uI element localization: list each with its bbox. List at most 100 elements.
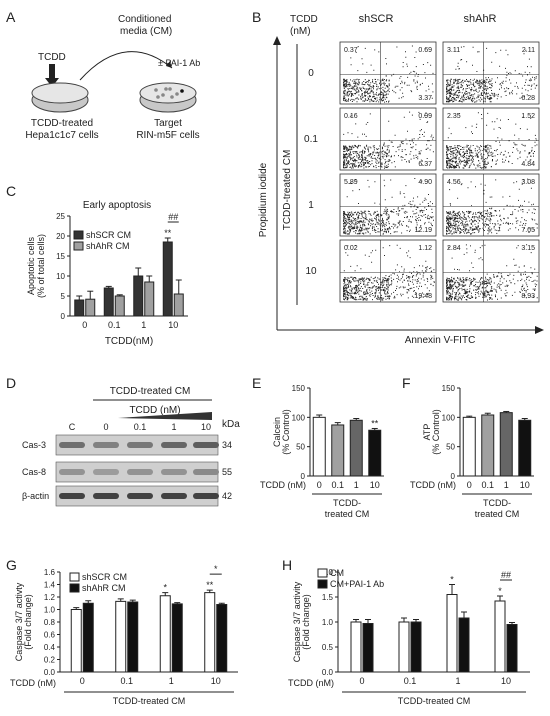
y-tick-label: 0.8	[44, 618, 56, 627]
bar	[103, 287, 114, 317]
quadrant-ur-value: 0.99	[418, 113, 432, 120]
panel-g: G 0.0 0.2 0.4 0.6 0.8 1.0 1.2 1.4 1.6 Caspase 3/7…	[6, 557, 238, 706]
y-axis-label-sub: (% of total cells)	[36, 234, 46, 298]
bar	[462, 416, 476, 477]
flow-plot-frame	[442, 239, 540, 303]
flow-events	[446, 244, 538, 301]
x-tick-label: 0	[82, 320, 87, 330]
y-axis-label: Calcein	[272, 417, 282, 447]
quadrant-ur-value: 3.08	[521, 179, 535, 186]
blot-band	[127, 493, 153, 499]
bar	[74, 299, 85, 317]
bar	[173, 293, 184, 317]
source-dish-top	[31, 82, 89, 104]
significance-mark: ##	[501, 570, 511, 580]
y-tick-label: 1.4	[44, 581, 56, 590]
bar	[115, 600, 127, 673]
quadrant-lr-value: 4.84	[521, 161, 535, 168]
quadrant-ur-value: 2.11	[522, 47, 535, 54]
y-tick-label: 0	[301, 472, 306, 481]
tcdd-axis-label: TCDD (nM)	[288, 678, 334, 688]
bar	[127, 601, 139, 673]
target-cells	[154, 87, 184, 99]
y-tick-label: 0	[451, 472, 456, 481]
y-tick-label: 0.0	[44, 668, 56, 677]
legend-label: shSCR CM	[86, 230, 131, 240]
y-tick-label: 1.5	[322, 593, 334, 602]
bar	[362, 623, 374, 673]
treated-label-2: treated CM	[475, 509, 520, 519]
y-tick-label: 1.6	[44, 568, 56, 577]
panel-letter-b: B	[252, 9, 261, 25]
x-tick-label: 1	[504, 480, 509, 490]
x-tick-label: 0	[467, 480, 472, 490]
blot-band	[59, 493, 85, 499]
western-header: TCDD-treated CM	[110, 386, 191, 397]
tcdd-header-1: TCDD	[290, 14, 318, 25]
y-tick-label: 0.5	[322, 643, 334, 652]
band-name: Cas-8	[22, 467, 46, 477]
dose-row-label: 10	[305, 266, 317, 277]
x-tick-label: 0.1	[481, 480, 494, 490]
significance-mark: *	[214, 564, 218, 574]
flow-plot-grid: 0 0.37 0.69 3.37 3.11 2.11 6.28 0.1 0.16 0.99 6.37…	[304, 41, 540, 303]
legend-swatch	[69, 572, 80, 582]
y-axis-label: ATP	[422, 424, 432, 441]
tcdd-label-a: TCDD	[38, 52, 66, 63]
significance-mark: **	[206, 580, 214, 590]
x-tick-label: 0	[317, 480, 322, 490]
bar	[368, 429, 382, 477]
treated-label-2: treated CM	[325, 509, 370, 519]
blot-band	[59, 442, 85, 448]
bar	[144, 281, 155, 317]
panel-e: E 0 50 100 150 Calcein (% Control) 0 0.1 1 10 ** TC…	[252, 375, 384, 519]
y-tick-label: 150	[292, 384, 306, 393]
y-tick-label: 1.0	[322, 618, 334, 627]
x-tick-label: 10	[211, 676, 221, 686]
legend-label: CM	[330, 568, 344, 578]
quadrant-lr-value: 3.37	[418, 95, 432, 102]
lane-label: 0.1	[134, 422, 147, 432]
quadrant-lr-value: 8.93	[521, 293, 535, 300]
blot-band	[93, 442, 119, 448]
bar	[458, 617, 470, 673]
x-tick-label: 0.1	[331, 480, 344, 490]
flow-events	[343, 244, 435, 301]
y-tick-label: 1.0	[44, 606, 56, 615]
y-tick-label: 1.2	[44, 593, 56, 602]
y-tick-label: 25	[56, 212, 65, 221]
x-axis-label: TCDD(nM)	[105, 336, 153, 347]
source-label-1: TCDD-treated	[31, 118, 93, 129]
x-tick-label: 10	[168, 320, 178, 330]
lane-label: 0	[103, 422, 108, 432]
x-tick-label: 0.1	[404, 676, 417, 686]
significance-mark: **	[371, 418, 379, 428]
quadrant-lr-value: 12.19	[414, 227, 432, 234]
y-tick-label: 0	[61, 312, 66, 321]
transfer-arrowhead	[166, 61, 172, 68]
target-label-2: RIN-m5F cells	[136, 130, 199, 141]
blot-band	[93, 493, 119, 499]
flow-events	[446, 46, 538, 103]
blot-band	[161, 442, 187, 448]
panel-letter-g: G	[6, 557, 17, 573]
bar	[85, 298, 96, 317]
panel-letter-d: D	[6, 375, 16, 391]
band-name: Cas-3	[22, 440, 46, 450]
quadrant-lr-value: 6.28	[521, 95, 535, 102]
cm-label-1: Conditioned	[118, 14, 171, 25]
col-label-shscr: shSCR	[359, 13, 394, 25]
col-label-shahr: shAhR	[463, 13, 496, 25]
y-tick-label: 0.0	[322, 668, 334, 677]
legend-swatch	[317, 568, 328, 578]
target-cell	[170, 95, 174, 99]
tcdd-axis-label: TCDD (nM)	[10, 678, 56, 688]
bar	[159, 595, 171, 673]
flow-events	[343, 178, 434, 235]
blot-band	[193, 469, 219, 475]
treated-label-1: TCDD-	[483, 498, 511, 508]
quadrant-ur-value: 1.12	[418, 245, 432, 252]
bar	[349, 419, 363, 477]
